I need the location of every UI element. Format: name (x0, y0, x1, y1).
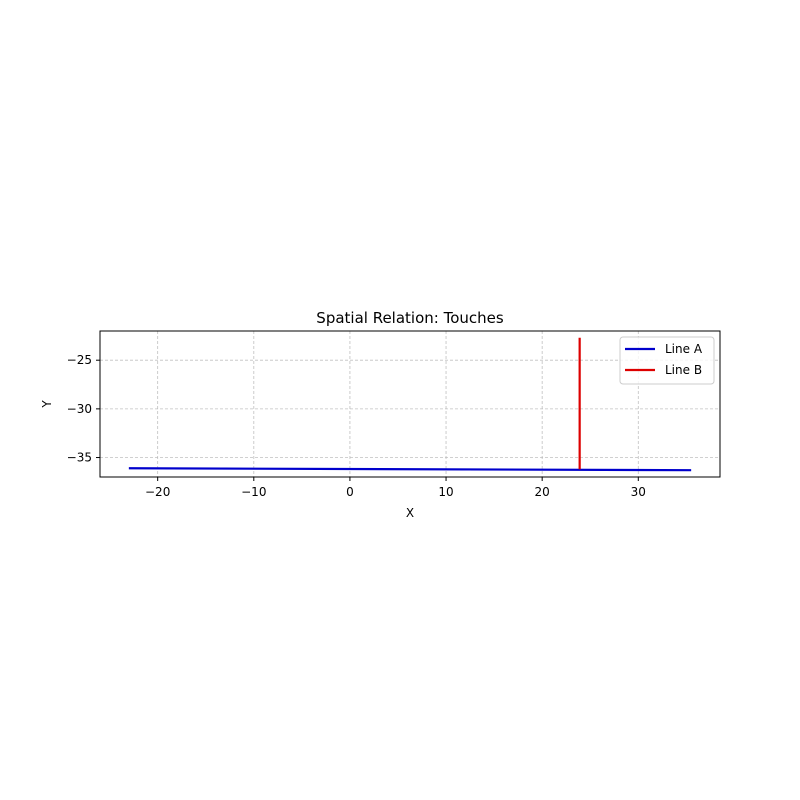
grid (100, 331, 720, 477)
y-tick-label: −30 (67, 402, 92, 416)
x-axis-label: X (406, 506, 414, 520)
x-tick-label: 0 (346, 485, 354, 499)
plot-frame (99, 330, 721, 478)
legend-label-line-b: Line B (665, 363, 702, 377)
legend: Line A Line B (619, 336, 715, 385)
y-tick-label: −35 (67, 451, 92, 465)
x-tick-label: −10 (241, 485, 266, 499)
y-axis-label: Y (40, 400, 54, 409)
chart-title: Spatial Relation: Touches (316, 309, 504, 327)
axis-ticks: −20 −10 0 10 20 30 −25 −30 −35 (67, 353, 646, 499)
series-line-a (128, 467, 692, 472)
x-tick-label: 30 (631, 485, 646, 499)
y-tick-label: −25 (67, 353, 92, 367)
legend-label-line-a: Line A (665, 342, 703, 356)
x-tick-label: 20 (535, 485, 550, 499)
plot-series (128, 337, 692, 472)
x-tick-label: 10 (438, 485, 453, 499)
x-tick-label: −20 (145, 485, 170, 499)
